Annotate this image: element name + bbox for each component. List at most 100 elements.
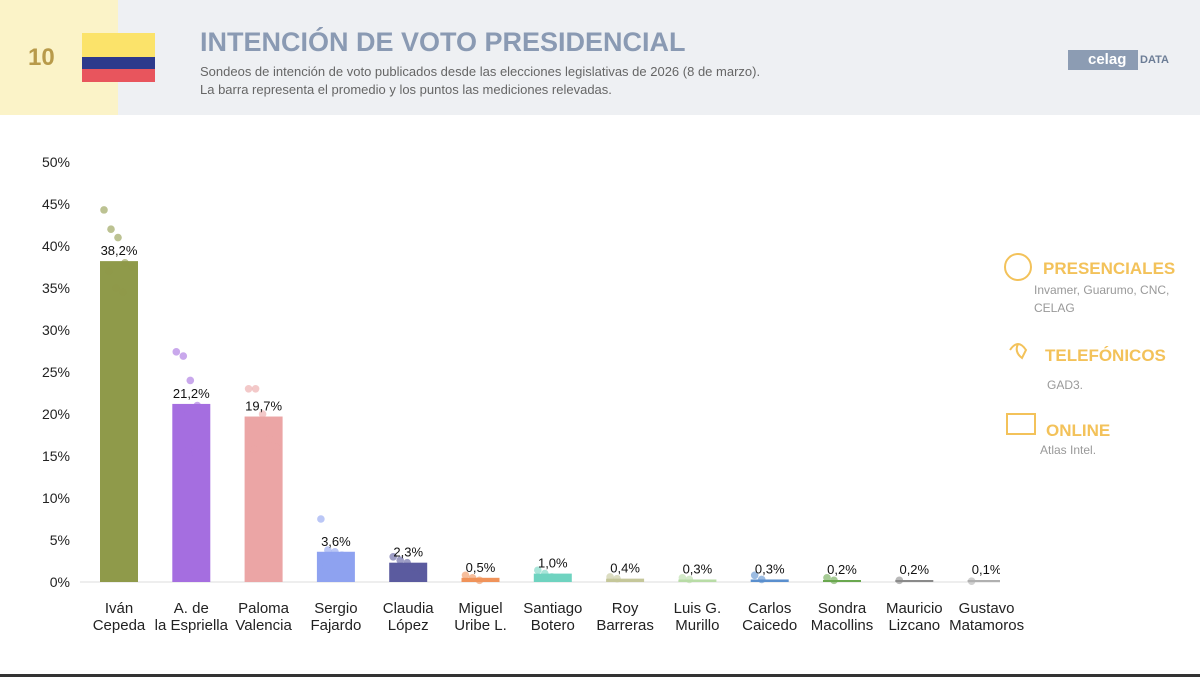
x-tick-label: Iván Cepeda [92, 600, 146, 634]
slide-number: 10 [28, 44, 55, 71]
measurement-dot [823, 574, 831, 582]
measurement-dot [468, 574, 477, 582]
value-label: 0,5% [466, 560, 496, 575]
value-label: 0,4% [610, 561, 640, 576]
logo-box [1068, 50, 1138, 70]
measurement-dot [613, 574, 621, 583]
y-tick-label: 10% [42, 490, 70, 506]
x-tick-label: Sergio Fajardo [310, 600, 362, 634]
measurement-dot [345, 557, 353, 565]
x-tick-label: Santiago Botero [523, 600, 583, 634]
bar [244, 416, 283, 582]
value-label: 0,3% [683, 561, 713, 576]
measurement-dot [244, 385, 253, 393]
header-band [0, 0, 1200, 115]
measurement-dot [107, 225, 115, 233]
measurement-dot [830, 576, 838, 585]
measurement-dot [757, 575, 766, 584]
value-label: 1,0% [538, 556, 568, 571]
measurement-dot [461, 571, 470, 580]
x-tick-label: Luis G. Murillo [673, 600, 722, 634]
y-tick-label: 45% [42, 196, 70, 212]
measurement-dot [272, 443, 281, 452]
measurement-dot [186, 376, 195, 385]
measurement-dot [541, 569, 549, 578]
measurement-dot [105, 267, 113, 276]
bar [100, 261, 138, 582]
flag-blue [82, 57, 155, 69]
legend-text: GAD3. [1047, 378, 1084, 392]
bar [678, 579, 717, 582]
measurement-dot [331, 547, 339, 556]
measurement-dot [258, 410, 267, 418]
legend-icons [1004, 253, 1036, 435]
measurement-dot [128, 263, 136, 271]
legend-title: PRESENCIALES [1043, 259, 1176, 278]
y-tick-label: 35% [42, 280, 70, 296]
logo-suffix: DATA [1140, 54, 1169, 66]
subtitle: La barra representa el promedio y los pu… [200, 82, 612, 97]
bar [750, 579, 789, 582]
y-tick-label: 40% [42, 238, 70, 254]
measurement-dot [172, 348, 181, 356]
x-tick-label: Gustavo Matamoros [949, 600, 1025, 634]
measurement-dot [251, 385, 260, 393]
measurement-dot [179, 352, 188, 360]
measurement-dot [750, 571, 759, 580]
measurement-dot [410, 563, 419, 571]
flag-yellow [82, 33, 155, 57]
icon [1009, 343, 1028, 360]
x-tick-label: Sondra Macollins [810, 600, 874, 634]
logo-name: celag [1088, 51, 1127, 68]
flag-red [82, 69, 155, 82]
measurement-dot [119, 288, 127, 297]
x-tick-label: Paloma Valencia [235, 600, 292, 634]
measurement-dot [265, 435, 274, 444]
measurement-dot [193, 401, 202, 410]
bar [606, 578, 645, 582]
measurement-dot [200, 406, 209, 414]
measurement-dot [895, 576, 904, 585]
legend-text: Atlas Intel. [1040, 443, 1097, 457]
measurement-dot [606, 573, 614, 581]
chart: 0% 5% 10% 15% 20% 25% 30% 35% 40% 45% 50% 38,2% 21,2… [42, 154, 1000, 590]
measurement-dot [403, 558, 412, 567]
y-tick-label: 30% [42, 322, 70, 338]
legend-title: ONLINE [1046, 421, 1111, 440]
measurement-dot [396, 556, 405, 564]
measurement-dot [678, 574, 687, 582]
measurement-dot [475, 576, 484, 585]
y-tick-label: 0% [50, 574, 70, 590]
legend-title: TELEFÓNICOS [1045, 346, 1166, 365]
measurement-dot [322, 563, 330, 571]
value-label: 21,2% [173, 386, 210, 401]
y-tick-label: 50% [42, 154, 70, 170]
x-tick-label: Carlos Caicedo [742, 600, 798, 634]
measurement-dot [685, 575, 694, 584]
measurement-dot [112, 284, 120, 292]
measurement-dot [967, 577, 976, 585]
measurement-dot [338, 551, 346, 559]
value-label: 3,6% [321, 534, 351, 549]
bar [823, 580, 861, 582]
value-label: 0,2% [899, 562, 929, 577]
measurement-dot [100, 206, 108, 214]
measurement-dot [317, 515, 325, 523]
measurement-dot [417, 566, 426, 575]
subtitle: Sondeos de intención de voto publicados … [200, 64, 761, 79]
title: INTENCIÓN DE VOTO PRESIDENCIAL [200, 27, 686, 57]
measurement-dot [324, 546, 332, 554]
x-tick-label: Mauricio Lizcano [885, 600, 943, 634]
x-tick-label: A. de la Espriella [154, 600, 228, 634]
measurement-dot [177, 410, 186, 418]
value-label: 0,1% [972, 562, 1000, 577]
bar [967, 580, 1000, 582]
bottom-rule [0, 674, 1200, 677]
x-tick-label: Roy Barreras [596, 600, 654, 634]
measurement-dot [191, 448, 200, 457]
bar [895, 580, 934, 582]
legend-text: Invamer, Guarumo, CNC, CELAG [1034, 283, 1170, 315]
measurement-dot [548, 573, 556, 581]
x-tick-label: Miguel Uribe L. [454, 600, 507, 634]
